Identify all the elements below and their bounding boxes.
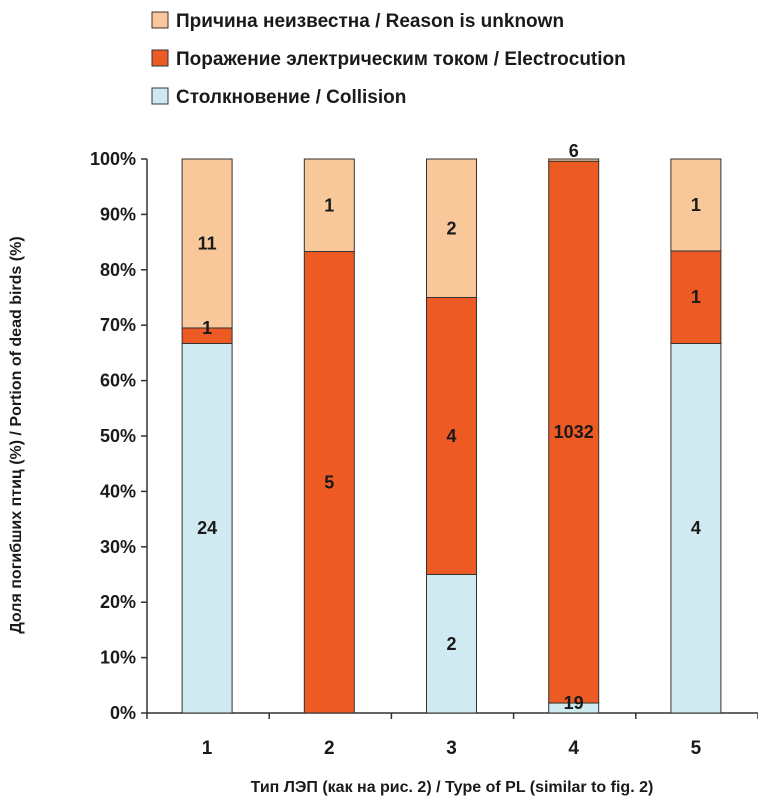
bar-segment	[303, 158, 355, 253]
data-label: 1	[691, 195, 701, 215]
legend-swatch	[151, 87, 169, 105]
legend-swatch	[151, 11, 169, 29]
bar-segment	[426, 158, 477, 298]
bar-segment	[181, 158, 233, 329]
y-tick-label: 0%	[110, 703, 136, 723]
y-tick-label: 10%	[100, 648, 136, 668]
legend-label: Причина неизвестна / Reason is unknown	[176, 11, 564, 32]
bar-segment	[670, 250, 722, 344]
data-label: 24	[197, 518, 217, 538]
y-tick-label: 20%	[100, 592, 136, 612]
x-tick-label: 3	[446, 738, 457, 759]
legend: Причина неизвестна / Reason is unknown По…	[151, 11, 626, 108]
data-label: 5	[324, 472, 334, 492]
x-tick-label: 4	[568, 738, 579, 759]
bars	[181, 158, 722, 714]
data-label: 1032	[554, 422, 594, 442]
y-tick-label: 30%	[100, 537, 136, 557]
y-tick-label: 100%	[90, 149, 136, 169]
data-label: 1	[202, 318, 212, 338]
y-tick-label: 70%	[100, 315, 136, 335]
bar-segment	[670, 342, 722, 714]
y-tick-label: 60%	[100, 371, 136, 391]
data-label: 1	[324, 195, 334, 215]
data-label: 2	[446, 218, 456, 238]
x-tick-label: 5	[691, 738, 702, 759]
y-axis-title: Доля погибших птиц (%) / Portion of dead…	[8, 236, 25, 633]
data-label: 2	[446, 634, 456, 654]
x-axis-title: Тип ЛЭП (как на рис. 2) / Type of PL (si…	[251, 779, 654, 796]
data-label: 4	[691, 518, 701, 538]
bar-segment	[670, 158, 722, 252]
bar-segment	[426, 297, 477, 575]
data-label: 6	[569, 141, 579, 161]
bar-segment	[426, 574, 477, 714]
bar-segment	[181, 342, 233, 714]
legend-label: Столкновение / Collision	[176, 87, 406, 108]
x-tick-label: 1	[202, 738, 213, 759]
axes: 0% 10% 20% 30% 40% 50% 60% 70% 80% 90% 100% 1 2 3 4 5	[90, 149, 758, 759]
bar-segment	[303, 251, 355, 714]
x-tick-label: 2	[324, 738, 335, 759]
legend-label: Поражение электрическим током / Electroc…	[176, 49, 626, 70]
y-tick-label: 40%	[100, 481, 136, 501]
data-label: 11	[198, 233, 217, 253]
y-tick-label: 90%	[100, 204, 136, 224]
legend-swatch	[151, 49, 169, 67]
y-tick-label: 80%	[100, 260, 136, 280]
data-label: 4	[446, 426, 456, 446]
y-tick-label: 50%	[100, 426, 136, 446]
data-label: 19	[564, 693, 584, 713]
data-label: 1	[691, 287, 701, 307]
bar-segment	[548, 158, 600, 162]
